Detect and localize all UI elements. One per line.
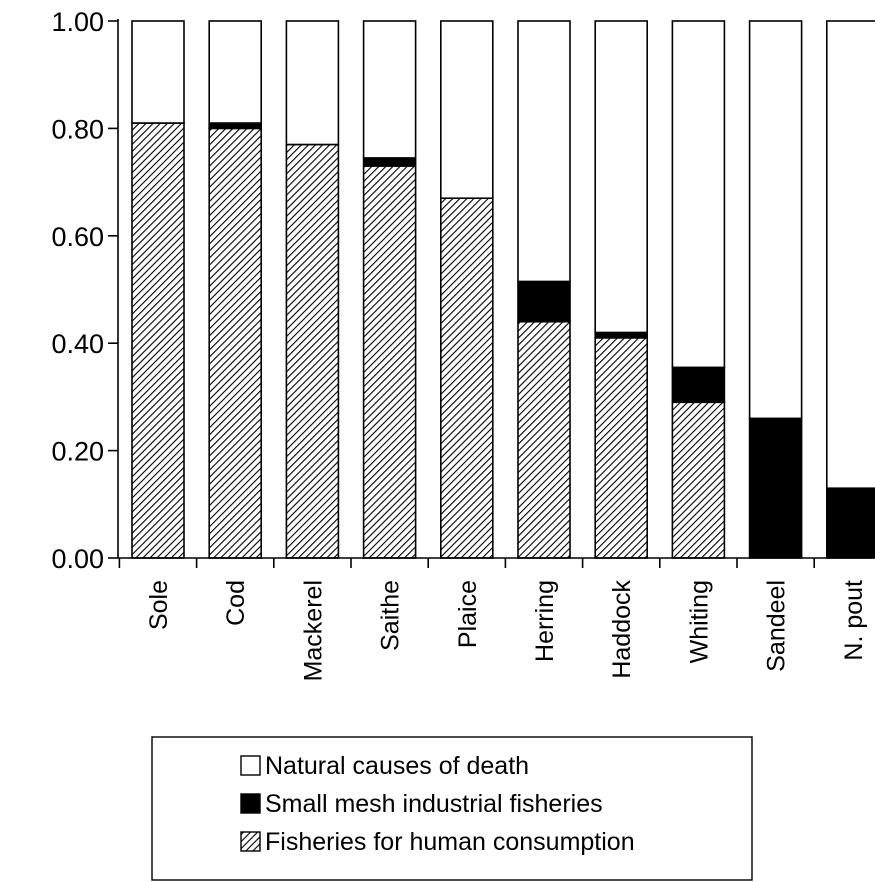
- bar-segment-natural: [825, 20, 875, 489]
- bar-segment-natural: [594, 20, 649, 334]
- y-axis: 0.00 0.20 0.40 0.60 0.80 1.00: [51, 7, 119, 574]
- bar-segment-human-consumption: [362, 165, 417, 559]
- bar-segment-human-consumption: [285, 143, 340, 559]
- y-tick-label: 0.40: [51, 329, 104, 359]
- x-category-label: Mackerel: [299, 580, 327, 681]
- bar-segment-natural: [671, 20, 726, 369]
- y-tick-label: 0.80: [51, 114, 104, 144]
- bar-segment-natural: [131, 20, 185, 124]
- bar-segment-human-consumption: [439, 197, 494, 559]
- legend-label: Fisheries for human consumption: [265, 828, 635, 856]
- bars-group: [131, 20, 875, 559]
- x-category-label: Sole: [145, 580, 173, 630]
- x-category-label: N. pout: [840, 580, 868, 661]
- bar-segment-natural: [439, 20, 494, 200]
- bar-segment-industrial: [517, 280, 571, 323]
- bar-segment-industrial: [825, 487, 875, 559]
- bar-segment-natural: [517, 20, 571, 283]
- bar-segment-natural: [748, 20, 803, 420]
- x-category-label: Whiting: [685, 580, 713, 663]
- legend-swatch-hatched: [240, 831, 261, 852]
- x-category-label: Plaice: [454, 580, 482, 648]
- bar-segment-human-consumption: [594, 337, 649, 559]
- legend-swatch-open: [240, 755, 261, 776]
- bar-segment-natural: [208, 20, 262, 124]
- y-tick-label: 0.20: [51, 437, 104, 467]
- x-category-label: Sandeel: [763, 580, 791, 672]
- y-tick-label: 0.00: [51, 544, 104, 574]
- legend-swatch-solid: [240, 793, 261, 814]
- x-category-label: Saithe: [377, 580, 405, 651]
- legend-label: Small mesh industrial fisheries: [265, 790, 603, 818]
- bar-segment-industrial: [594, 331, 649, 339]
- bar-segment-human-consumption: [208, 127, 262, 559]
- y-tick-label: 1.00: [51, 7, 104, 37]
- bar-segment-industrial: [671, 366, 726, 404]
- x-category-label: Herring: [531, 580, 559, 662]
- legend: Natural causes of death Small mesh indust…: [151, 736, 753, 881]
- y-tick-label: 0.60: [51, 222, 104, 252]
- x-axis: Sole Cod Mackerel Saithe Plaice Herring Haddoc…: [118, 557, 872, 681]
- bar-segment-industrial: [748, 417, 803, 559]
- bar-segment-human-consumption: [517, 320, 571, 559]
- bar-segment-industrial: [208, 122, 262, 130]
- bar-segment-natural: [285, 20, 340, 146]
- bar-segment-human-consumption: [131, 122, 185, 559]
- bar-segment-industrial: [362, 157, 417, 167]
- legend-label: Natural causes of death: [265, 752, 529, 780]
- x-category-label: Haddock: [608, 580, 636, 679]
- bar-segment-natural: [362, 20, 417, 159]
- bar-segment-human-consumption: [671, 401, 726, 559]
- x-category-label: Cod: [222, 580, 250, 626]
